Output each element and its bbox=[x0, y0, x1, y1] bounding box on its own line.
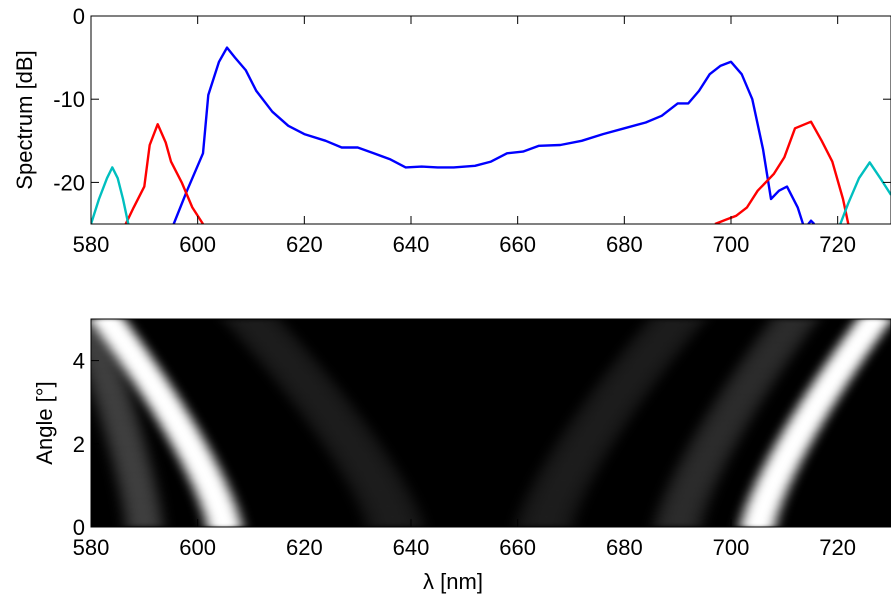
spectrum-x-tick-label: 660 bbox=[499, 232, 536, 257]
spectrum-x-tick-label: 700 bbox=[713, 232, 750, 257]
spectrum-series-line-2 bbox=[124, 122, 205, 224]
spectrum-x-tick-label: 580 bbox=[73, 232, 110, 257]
angle-map-x-tick-label: 680 bbox=[606, 535, 643, 560]
spectrum-series-line-0 bbox=[172, 46, 805, 224]
angle-map-y-tick-label: 2 bbox=[73, 432, 85, 457]
angle-map-axes-frame bbox=[90, 318, 891, 528]
spectrum-x-tick-label: 600 bbox=[179, 232, 216, 257]
angle-map-x-tick-label: 580 bbox=[73, 535, 110, 560]
angle-map-x-tick-label: 640 bbox=[393, 535, 430, 560]
angle-map-chart: 580 600 620 640 660 680 700 720 0 2 4 Angle [°] λ … bbox=[32, 318, 891, 594]
spectrum-y-tick-label: -10 bbox=[53, 87, 85, 112]
spectrum-series-line-4 bbox=[91, 166, 130, 224]
angle-map-band-2 bbox=[91, 319, 166, 527]
spectrum-y-axis-label: Spectrum [dB] bbox=[12, 50, 37, 189]
spectrum-x-tick-label: 680 bbox=[606, 232, 643, 257]
spectrum-axes-frame bbox=[90, 15, 891, 225]
wavelength-x-axis-label: λ [nm] bbox=[423, 569, 483, 594]
spectrum-series-line-3 bbox=[714, 120, 850, 224]
angle-map-x-tick-label: 600 bbox=[179, 535, 216, 560]
spectrum-x-tick-label: 620 bbox=[286, 232, 323, 257]
angle-map-band-4 bbox=[512, 319, 708, 527]
spectrum-series-line-5 bbox=[839, 161, 891, 224]
spectrum-x-tick-label: 640 bbox=[393, 232, 430, 257]
angle-map-x-tick-label: 660 bbox=[499, 535, 536, 560]
angle-map-band-5 bbox=[651, 319, 820, 527]
angle-map-y-tick-label: 0 bbox=[73, 515, 85, 540]
angle-y-axis-label: Angle [°] bbox=[32, 381, 57, 464]
spectrum-chart: 580 600 620 640 660 680 700 720 0 -10 -20 Spectrum… bbox=[12, 4, 891, 257]
spectrum-series-line-1 bbox=[807, 219, 816, 224]
angle-map-y-tick-label: 4 bbox=[73, 349, 85, 374]
spectrum-y-tick-label: 0 bbox=[73, 4, 85, 29]
angle-map-band-1 bbox=[739, 319, 891, 527]
angle-map-band-3 bbox=[221, 319, 427, 527]
spectrum-y-tick-label: -20 bbox=[53, 170, 85, 195]
spectrum-x-tick-label: 720 bbox=[819, 232, 856, 257]
angle-map-band-0 bbox=[91, 319, 243, 527]
angle-map-x-tick-label: 620 bbox=[286, 535, 323, 560]
angle-map-x-tick-label: 720 bbox=[819, 535, 856, 560]
angle-map-x-tick-label: 700 bbox=[713, 535, 750, 560]
